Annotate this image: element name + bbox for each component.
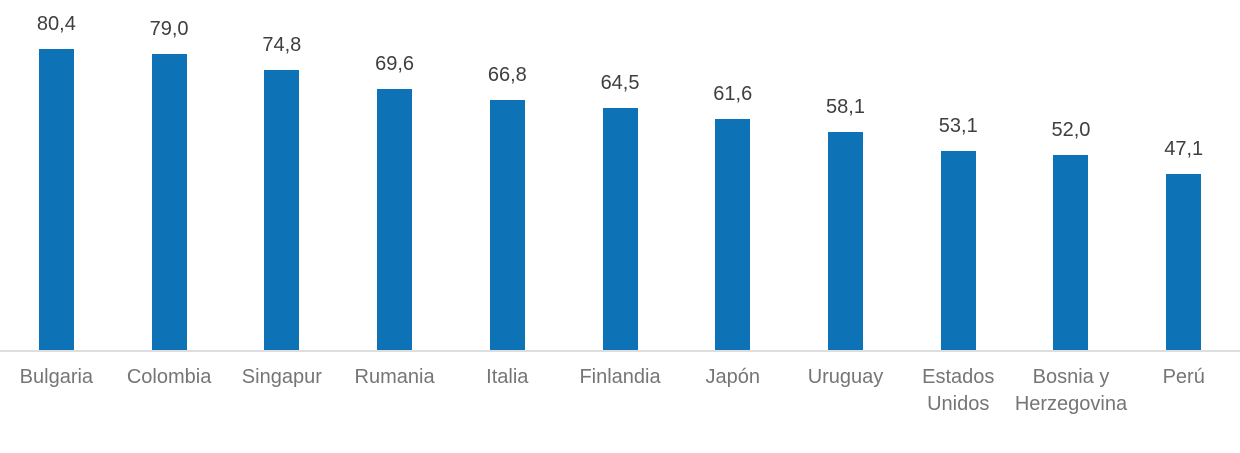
value-label: 69,6 bbox=[375, 53, 415, 75]
category-label: Perú bbox=[1162, 366, 1205, 388]
bar bbox=[489, 100, 525, 350]
bar bbox=[151, 54, 187, 350]
bar-column: 80,4 bbox=[0, 0, 113, 350]
bar-column: 64,5 bbox=[564, 0, 677, 350]
bar bbox=[377, 89, 413, 350]
category-label: Estados Unidos bbox=[922, 366, 995, 415]
bar bbox=[602, 108, 638, 350]
x-axis-labels: Bulgaria Colombia Singapur Rumania Italia Fin… bbox=[0, 364, 1240, 418]
category-label: Italia bbox=[486, 366, 529, 388]
bar bbox=[940, 151, 976, 350]
bar-column: 52,0 bbox=[1015, 0, 1128, 350]
bar bbox=[715, 119, 751, 350]
category-label: Colombia bbox=[126, 366, 212, 388]
category-label: Finlandia bbox=[579, 366, 661, 388]
bar-column: 79,0 bbox=[113, 0, 226, 350]
category-label: Singapur bbox=[241, 366, 322, 388]
bar-column: 47,1 bbox=[1127, 0, 1240, 350]
category-label: Japón bbox=[705, 366, 761, 388]
bar bbox=[38, 49, 74, 350]
value-label: 66,8 bbox=[487, 64, 527, 86]
value-label: 61,6 bbox=[713, 83, 753, 105]
bar bbox=[1053, 155, 1089, 350]
bar bbox=[828, 132, 863, 350]
value-label: 80,4 bbox=[36, 13, 76, 35]
category-label: Bosnia y Herzegovina bbox=[1014, 366, 1128, 415]
bar bbox=[264, 70, 300, 350]
value-label: 74,8 bbox=[262, 34, 302, 56]
bar bbox=[1166, 174, 1202, 350]
value-label: 58,1 bbox=[826, 96, 865, 118]
value-label: 52,0 bbox=[1051, 119, 1091, 141]
bar-column: 66,8 bbox=[451, 0, 564, 350]
value-label: 79,0 bbox=[149, 18, 189, 40]
bar-column: 69,6 bbox=[338, 0, 451, 350]
category-label: Uruguay bbox=[807, 366, 884, 388]
value-label: 53,1 bbox=[938, 115, 978, 137]
category-label: Rumania bbox=[354, 366, 435, 388]
bar-column: 61,6 bbox=[676, 0, 789, 350]
value-label: 47,1 bbox=[1164, 138, 1204, 160]
bar-column: 58,1 bbox=[789, 0, 902, 350]
category-label: Bulgaria bbox=[19, 366, 94, 388]
plot-area: 80,4 79,0 74,8 69,6 66,8 64,5 61,6 58,1 53,1 52,0… bbox=[0, 0, 1240, 352]
bar-column: 53,1 bbox=[902, 0, 1015, 350]
bar-column: 74,8 bbox=[225, 0, 338, 350]
value-label: 64,5 bbox=[600, 72, 640, 94]
